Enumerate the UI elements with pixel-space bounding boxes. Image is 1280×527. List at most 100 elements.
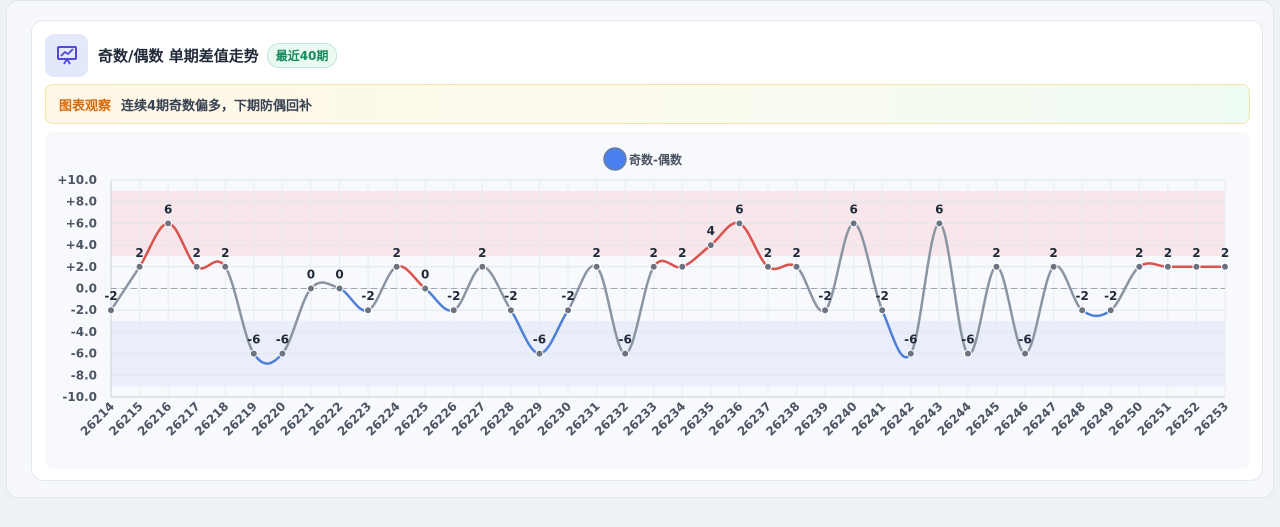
data-label: 6 [849, 202, 857, 216]
data-label: 2 [221, 246, 229, 260]
data-point [992, 262, 1001, 271]
data-label: 6 [735, 202, 743, 216]
data-label: -6 [276, 333, 289, 347]
y-tick-label: +8.0 [66, 195, 97, 209]
line-segment [281, 287, 313, 355]
data-point [107, 306, 115, 315]
data-label: -2 [361, 289, 374, 303]
line-segment [1080, 308, 1112, 318]
data-label: 2 [1221, 246, 1229, 260]
data-point [392, 262, 401, 271]
data-label: -2 [876, 289, 889, 303]
data-label: -6 [961, 333, 974, 347]
line-segment [224, 265, 256, 355]
data-point [221, 262, 230, 271]
y-tick-label: -6.0 [71, 347, 97, 361]
data-label: 0 [335, 268, 343, 282]
line-segment [309, 281, 341, 290]
insight-banner: 图表观察 连续4期奇数偏多，下期防偶回补 [45, 84, 1250, 124]
data-point [535, 349, 544, 358]
data-label: 2 [1049, 246, 1057, 260]
y-tick-label: +6.0 [66, 216, 97, 230]
data-point [1021, 349, 1030, 358]
data-point [421, 284, 430, 293]
data-point [849, 219, 858, 228]
data-label: -2 [1104, 289, 1117, 303]
line-segment [566, 264, 598, 312]
data-point [1192, 262, 1201, 271]
data-point [1163, 262, 1172, 271]
data-label: -2 [561, 289, 574, 303]
data-label: 2 [478, 246, 486, 260]
data-point [1106, 306, 1115, 315]
data-point [506, 306, 515, 315]
y-tick-label: +10.0 [57, 173, 97, 187]
data-point [449, 306, 458, 315]
page-frame: 奇数/偶数 单期差值走势 最近40期 图表观察 连续4期奇数偏多，下期防偶回补 … [6, 0, 1274, 498]
y-tick-label: -4.0 [71, 325, 97, 339]
data-point [935, 219, 944, 228]
data-label: 2 [1164, 246, 1172, 260]
data-label: -2 [504, 289, 517, 303]
data-label: 6 [935, 202, 943, 216]
line-segment [995, 265, 1027, 355]
data-point [621, 349, 630, 358]
y-tick-label: +4.0 [66, 238, 97, 252]
data-point [1221, 262, 1229, 271]
line-segment [195, 260, 227, 270]
trend-chart: +10.0 +8.0 +6.0 +4.0 +2.0 0.0 -2.0 -4.0 -6.0 -8.0… [57, 147, 1231, 439]
data-point [821, 306, 830, 315]
line-segment [938, 222, 970, 355]
data-label: 2 [1192, 246, 1200, 260]
data-label: 2 [992, 246, 1000, 260]
data-label: -2 [1076, 289, 1089, 303]
data-label: -6 [247, 333, 260, 347]
data-label: -6 [533, 333, 546, 347]
data-label: 4 [707, 224, 715, 238]
data-point [249, 349, 258, 358]
legend-swatch [603, 147, 627, 171]
data-point [1135, 262, 1144, 271]
data-point [364, 306, 373, 315]
data-label: 2 [1135, 246, 1143, 260]
y-tick-label: 0.0 [76, 282, 97, 296]
data-label: -2 [104, 289, 117, 303]
data-point [135, 262, 144, 271]
data-label: 2 [592, 246, 600, 260]
data-label: 2 [792, 246, 800, 260]
data-point [706, 241, 715, 250]
data-point [878, 306, 887, 315]
data-label: 0 [307, 268, 315, 282]
data-point [735, 219, 744, 228]
data-point [1049, 262, 1058, 271]
data-label: 2 [392, 246, 400, 260]
data-point [592, 262, 601, 271]
data-label: 6 [164, 202, 172, 216]
y-tick-label: -2.0 [71, 303, 97, 317]
presentation-chart-icon [45, 33, 88, 77]
data-label: -6 [904, 333, 917, 347]
legend-label: 奇数-偶数 [629, 152, 683, 167]
data-point [792, 262, 801, 271]
line-segment [1023, 265, 1055, 355]
data-point [564, 306, 573, 315]
data-point [164, 219, 173, 228]
line-segment [823, 222, 855, 312]
data-label: -2 [818, 289, 831, 303]
data-point [649, 262, 658, 271]
data-point [1078, 306, 1087, 315]
insight-text: 连续4期奇数偏多，下期防偶回补 [121, 98, 313, 114]
data-point [906, 349, 915, 358]
data-point [335, 284, 344, 293]
data-label: 2 [678, 246, 686, 260]
card-header: 奇数/偶数 单期差值走势 最近40期 [45, 33, 338, 77]
data-label: 0 [421, 268, 429, 282]
data-point [192, 262, 201, 271]
data-label: -6 [618, 333, 631, 347]
y-tick-label: -8.0 [71, 368, 97, 382]
data-label: -2 [447, 289, 460, 303]
data-label: 2 [135, 246, 143, 260]
data-label: 2 [764, 246, 772, 260]
insight-tag: 图表观察 [59, 98, 112, 114]
data-point [478, 262, 487, 271]
